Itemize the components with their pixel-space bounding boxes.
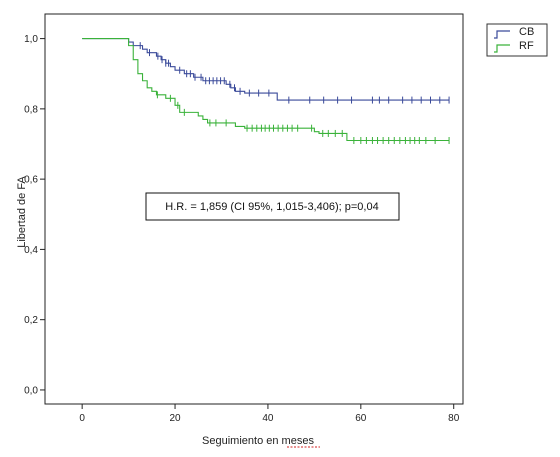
x-axis: 0 20 40 60 80 bbox=[79, 404, 460, 424]
y-axis: 0,0 0,2 0,4 0,6 0,8 1,0 bbox=[24, 34, 45, 396]
legend: CB RF bbox=[486, 23, 548, 57]
y-axis-title: Libertad de FA bbox=[16, 176, 28, 248]
y-tick-label: 0,6 bbox=[24, 175, 38, 186]
annotation-box bbox=[145, 192, 400, 221]
legend-box bbox=[486, 23, 548, 57]
x-tick-label: 40 bbox=[262, 413, 274, 424]
x-axis-title: Seguimiento en meses bbox=[202, 435, 314, 447]
series-layer bbox=[82, 38, 450, 144]
legend-swatch-cb bbox=[494, 30, 510, 39]
legend-label-rf: RF bbox=[519, 40, 534, 52]
annotation-text: H.R. = 1,859 (CI 95%, 1,015-3,406); p=0,… bbox=[165, 201, 378, 213]
y-tick-label: 0,4 bbox=[24, 245, 38, 256]
y-tick-label: 1,0 bbox=[24, 34, 38, 45]
y-tick-label: 0,8 bbox=[24, 104, 38, 115]
x-tick-label: 20 bbox=[169, 413, 181, 424]
survival-curve-cb bbox=[82, 38, 450, 101]
x-tick-label: 0 bbox=[79, 413, 85, 424]
legend-label-cb: CB bbox=[519, 26, 534, 38]
y-tick-label: 0,0 bbox=[24, 385, 38, 396]
x-tick-label: 60 bbox=[355, 413, 367, 424]
x-tick-label: 80 bbox=[448, 413, 460, 424]
series-rf bbox=[82, 38, 450, 144]
y-tick-label: 0,2 bbox=[24, 315, 38, 326]
series-cb bbox=[82, 38, 450, 104]
legend-swatch-rf bbox=[494, 44, 510, 53]
hazard-ratio-annotation: H.R. = 1,859 (CI 95%, 1,015-3,406); p=0,… bbox=[145, 192, 400, 221]
